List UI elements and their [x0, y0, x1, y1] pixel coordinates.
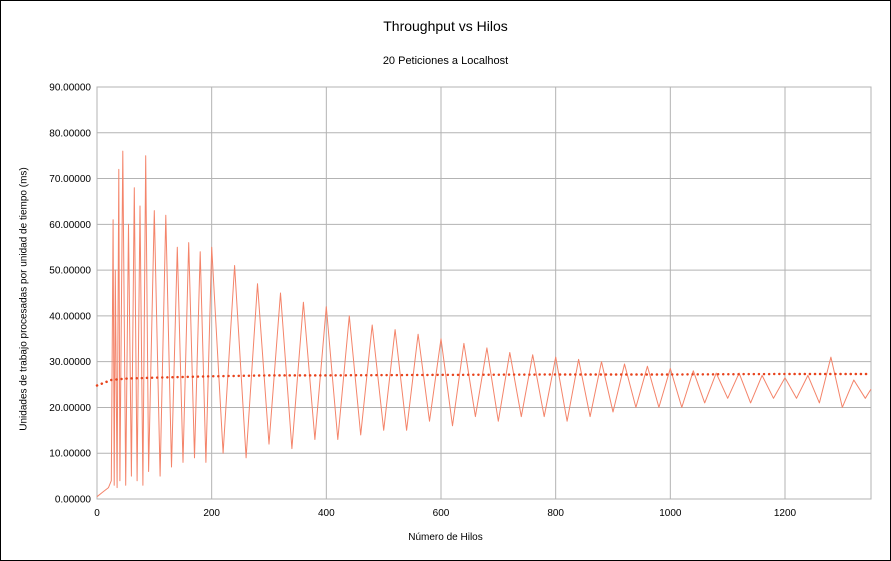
x-tick-label: 0 — [94, 508, 100, 519]
x-tick-label: 800 — [547, 508, 564, 519]
y-tick-label: 90.00000 — [49, 83, 91, 94]
y-tick-label: 60.00000 — [49, 220, 91, 231]
x-tick-label: 1200 — [774, 508, 797, 519]
throughput-series-line — [96, 150, 872, 498]
y-tick-label: 30.00000 — [49, 357, 91, 368]
plot-border — [96, 86, 872, 500]
x-tick-label: 400 — [318, 508, 335, 519]
chart-title: Throughput vs Hilos — [383, 18, 508, 34]
y-tick-label: 50.00000 — [49, 266, 91, 277]
y-tick-label: 10.00000 — [49, 449, 91, 460]
x-tick-label: 600 — [433, 508, 450, 519]
y-tick-label: 80.00000 — [49, 128, 91, 139]
x-axis-label: Número de Hilos — [408, 532, 483, 543]
y-tick-label: 40.00000 — [49, 311, 91, 322]
trendline — [95, 372, 873, 387]
chart-subtitle: 20 Peticiones a Localhost — [382, 55, 509, 67]
x-tick-label: 200 — [203, 508, 220, 519]
y-tick-label: 70.00000 — [49, 174, 91, 185]
x-tick-label: 1000 — [659, 508, 682, 519]
y-tick-label: 0.00000 — [55, 495, 92, 506]
y-tick-label: 20.00000 — [49, 403, 91, 414]
